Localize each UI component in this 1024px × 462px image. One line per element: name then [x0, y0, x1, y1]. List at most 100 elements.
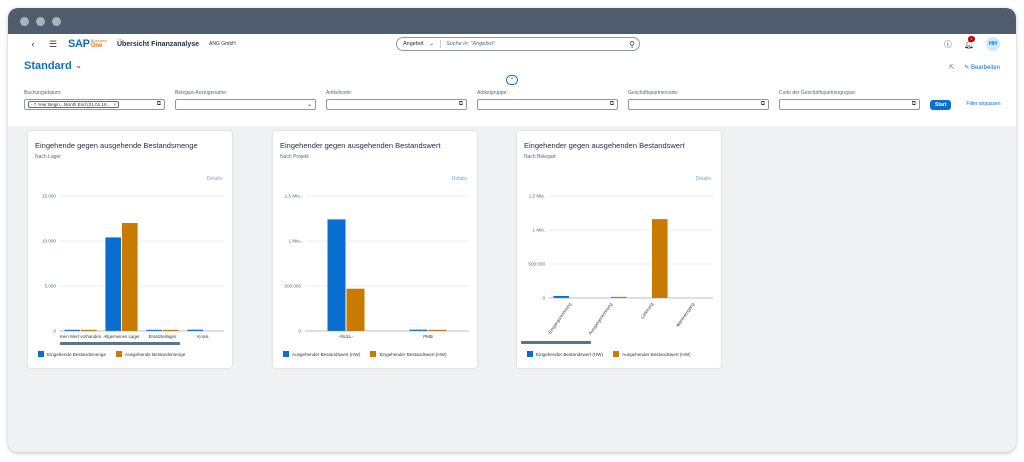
legend-item[interactable]: Ausgehende Bestandsmenge	[116, 351, 185, 357]
notification-bell-icon[interactable]: 🔔︎ 1	[963, 35, 975, 49]
filter-input[interactable]: - 7 Year Begin...Month End (01.01.18... ×…	[24, 99, 165, 110]
legend-swatch	[527, 351, 533, 357]
bar[interactable]	[611, 296, 627, 298]
chart-legend: Eingehender Bestandswert (HW) Ausgehende…	[527, 351, 691, 357]
app-window: ‹ ☰ SAP Business One Übersicht Finanzana…	[8, 8, 1016, 452]
search-scope-select[interactable]: Angebot ⌄	[397, 40, 442, 48]
filter-field: Artikelgruppe: ⧉	[477, 90, 618, 110]
search-input[interactable]: Suche in: "Angebot"	[446, 41, 495, 47]
notification-badge: 1	[967, 35, 975, 42]
bar[interactable]	[346, 288, 365, 331]
avatar[interactable]: HH	[986, 37, 1000, 51]
filter-token[interactable]: - 7 Year Begin...Month End (01.01.18... ×	[28, 101, 120, 108]
chevron-down-icon: ⌄	[429, 41, 435, 47]
chart-scrollbar[interactable]	[60, 342, 180, 345]
y-tick-label: 1,5 Mio.	[529, 194, 545, 199]
card-title: Eingehende gegen ausgehende Bestandsmeng…	[35, 141, 198, 150]
x-tick-label: Allgemeines Lager	[103, 334, 140, 339]
legend-swatch	[370, 351, 377, 357]
filter-input[interactable]: ⌄	[175, 99, 316, 110]
adapt-filters-link[interactable]: Filter anpassen	[966, 100, 1001, 107]
details-link[interactable]: Details	[206, 176, 222, 182]
legend-item[interactable]: Eingehende Bestandsmenge	[38, 351, 106, 357]
bar[interactable]	[81, 329, 97, 331]
filter-input[interactable]: ⧉	[779, 99, 920, 110]
go-button[interactable]: Start	[930, 100, 952, 110]
bar[interactable]	[64, 329, 80, 331]
value-help-icon[interactable]: ⧉	[760, 101, 765, 107]
help-icon[interactable]: ⓘ	[943, 39, 952, 49]
variant-management[interactable]: Standard ⌄	[24, 60, 82, 72]
edit-button[interactable]: ✎ Bearbeiten	[964, 65, 1000, 71]
share-icon[interactable]: ⇱	[949, 65, 955, 71]
x-tick-label: PMB	[423, 334, 433, 339]
filter-field: Buchungsdatum: - 7 Year Begin...Month End…	[24, 90, 165, 110]
legend-swatch	[38, 351, 44, 357]
logo-business-text: Business	[90, 38, 107, 43]
x-tick-label: Kein Wert vorhanden	[60, 334, 102, 339]
legend-item[interactable]: Ausgehender Bestandswert (HW)	[613, 351, 691, 357]
collapse-header-button[interactable]: ⌃	[506, 75, 518, 85]
edit-label: Bearbeiten	[970, 65, 1000, 71]
filter-label: Artikelcode:	[326, 90, 353, 96]
filter-bar: Buchungsdatum: - 7 Year Begin...Month End…	[24, 90, 1001, 110]
global-search: Angebot ⌄ Suche in: "Angebot" ⚲	[396, 37, 640, 51]
bar[interactable]	[122, 223, 138, 331]
details-link[interactable]: Details	[451, 176, 467, 182]
details-link[interactable]: Details	[695, 176, 711, 182]
legend-item[interactable]: Ausgehender Bestandswert (HW)	[283, 351, 360, 357]
window-control-close[interactable]	[20, 16, 29, 26]
filter-token-text: - 7 Year Begin...Month End (01.01.18...	[31, 102, 111, 107]
legend-swatch	[283, 351, 289, 357]
chart-legend: Eingehende Bestandsmenge Ausgehende Best…	[38, 351, 185, 357]
legend-label: Eingehende Bestandsmenge	[47, 351, 106, 357]
window-control-minimize[interactable]	[36, 16, 45, 26]
menu-list-icon[interactable]: ☰	[48, 38, 58, 49]
value-help-icon[interactable]: ⧉	[609, 101, 614, 107]
filter-input[interactable]: ⧉	[326, 99, 467, 110]
app-title: Übersicht Finanzanalyse	[116, 40, 200, 48]
bar[interactable]	[146, 329, 162, 331]
shell-bar: ‹ ☰ SAP Business One Übersicht Finanzana…	[8, 34, 1016, 54]
filter-input[interactable]: ⧉	[628, 99, 769, 110]
card-title: Eingehender gegen ausgehenden Bestandswe…	[280, 141, 441, 150]
bar[interactable]	[428, 329, 447, 331]
bar[interactable]	[187, 329, 203, 331]
token-remove-icon[interactable]: ×	[113, 102, 117, 107]
legend-item[interactable]: Eingehender Bestandswert (HW)	[527, 351, 603, 357]
bar[interactable]	[553, 295, 569, 298]
value-help-icon[interactable]: ⧉	[156, 101, 161, 107]
legend-label: Ausgehender Bestandswert (HW)	[622, 351, 691, 357]
back-icon[interactable]: ‹	[31, 39, 35, 49]
y-tick-label: 5.000	[45, 284, 57, 289]
bar[interactable]	[105, 237, 121, 331]
analytic-card[interactable]: Eingehender gegen ausgehenden Bestandswe…	[517, 131, 721, 368]
sap-logo[interactable]: SAP Business One	[68, 38, 107, 50]
card-title: Eingehender gegen ausgehenden Bestandswe…	[524, 141, 685, 150]
value-help-icon[interactable]: ⧉	[911, 101, 916, 107]
bar-chart: 0 5.000 10.000 15.000 Kein Wert vorhanden All…	[42, 194, 224, 345]
y-tick-label: 1,5 Mio.	[285, 194, 301, 199]
variant-title: Standard	[24, 60, 72, 72]
analytic-card[interactable]: Eingehende gegen ausgehende Bestandsmeng…	[28, 131, 232, 368]
filter-input[interactable]: ⧉	[477, 99, 618, 110]
bar[interactable]	[327, 219, 346, 331]
analytic-card[interactable]: Eingehender gegen ausgehenden Bestandswe…	[273, 131, 477, 368]
window-control-maximize[interactable]	[52, 16, 61, 26]
search-icon[interactable]: ⚲	[629, 39, 635, 49]
legend-item[interactable]: Eingehender Bestandswert (HW)	[370, 351, 447, 357]
bar[interactable]	[409, 329, 428, 331]
value-help-icon[interactable]: ⧉	[458, 101, 463, 107]
bar[interactable]	[163, 329, 179, 331]
chart-scrollbar[interactable]	[521, 341, 591, 344]
filter-label: Code der Geschäftspartnergruppe:	[779, 90, 857, 96]
filter-field: Code der Geschäftspartnergruppe: ⧉	[779, 90, 920, 110]
bar[interactable]	[652, 219, 668, 298]
chevron-down-icon[interactable]: ⌄	[306, 102, 312, 108]
x-tick-label: Wareneingang	[675, 301, 696, 328]
card-subtitle: Nach Projekt	[280, 154, 309, 160]
logo-sap-text: SAP	[68, 38, 90, 50]
filter-label: Geschäftspartnercode:	[628, 90, 679, 96]
legend-label: Ausgehende Bestandsmenge	[125, 351, 186, 357]
x-tick-label: Ausgangsrechnung	[588, 301, 614, 335]
